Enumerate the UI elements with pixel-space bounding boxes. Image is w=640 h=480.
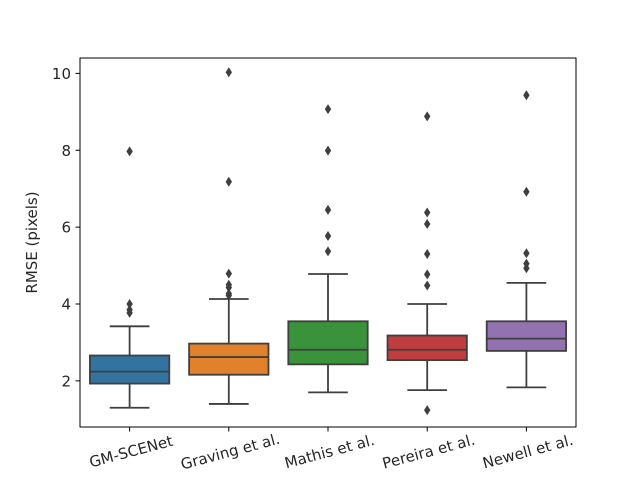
y-tick-label: 4 [61,296,71,314]
box-iqr [188,342,270,376]
outlier-point [126,299,133,309]
plot-area [89,67,567,416]
box-group [485,90,567,389]
box-iqr [386,334,468,362]
x-axis: GM-SCENet Graving et al. Mathis et al. Pere… [87,427,575,473]
outlier-point [225,67,232,78]
x-tick-label: Graving et al. [179,430,282,474]
outlier-point [424,249,431,260]
outlier-point [523,90,530,101]
outlier-point [225,288,232,299]
outlier-point [126,304,133,315]
outlier-point [424,207,431,218]
outlier-point [225,279,232,290]
outlier-point [424,405,431,416]
y-axis-label: RMSE (pixels) [23,191,41,293]
outlier-point [225,268,232,279]
box-iqr [89,354,171,385]
outlier-point [523,186,530,197]
outlier-point [424,280,431,291]
y-tick-label: 2 [61,372,71,390]
box-group [89,146,171,409]
y-axis: 2 4 6 8 10 [52,65,80,390]
outlier-point [126,146,133,157]
outlier-point [324,145,332,156]
box-group [287,104,369,394]
outlier-point [523,258,530,269]
x-tick-label: Mathis et al. [283,431,377,472]
x-tick-label: Newell et al. [481,431,576,472]
outlier-point [424,111,431,122]
y-tick-label: 6 [61,219,71,237]
outlier-point [424,269,431,280]
outlier-point [225,176,232,187]
outlier-point [324,204,332,215]
y-tick-label: 8 [61,142,71,160]
box-iqr [485,320,567,352]
outlier-point [523,248,530,259]
outlier-point [324,104,332,115]
y-tick-label: 10 [52,65,71,83]
box-group [386,111,468,416]
outlier-point [324,230,332,241]
box-iqr [287,320,369,366]
x-tick-label: Pereira et al. [380,431,477,473]
x-tick-label: GM-SCENet [87,432,175,472]
outlier-point [324,246,332,257]
outlier-point [424,219,431,230]
box-group [188,67,270,405]
